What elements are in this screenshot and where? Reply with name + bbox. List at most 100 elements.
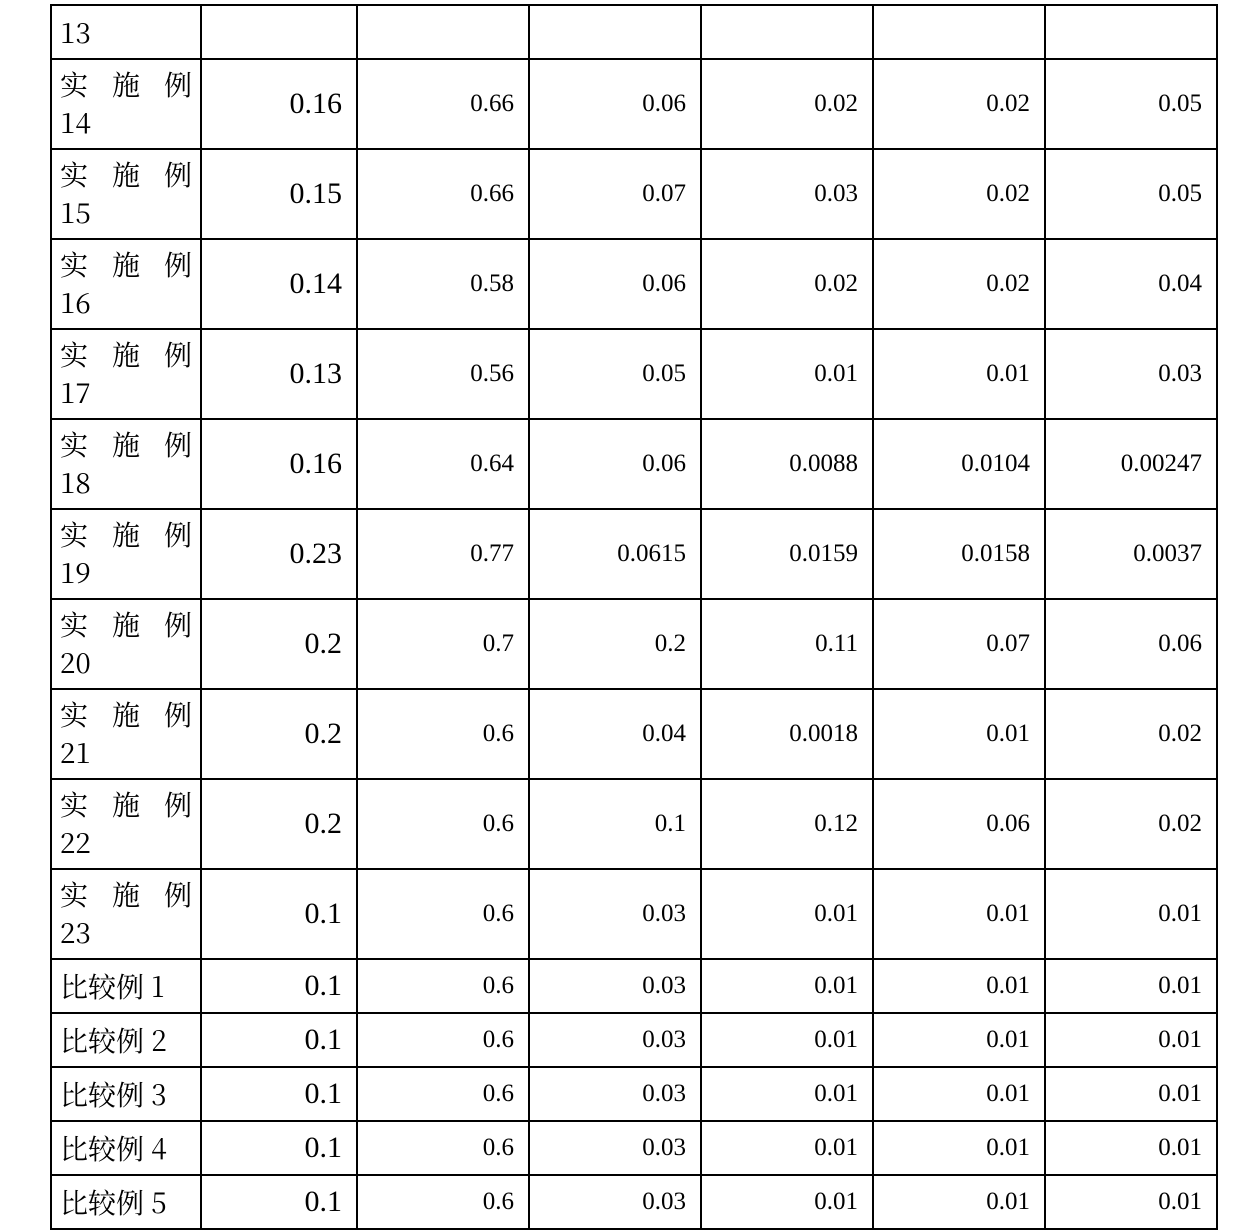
cell-value: 0.03 <box>529 959 701 1013</box>
cell-value: 0.01 <box>1045 1013 1217 1067</box>
table-row: 比较例 30.10.60.030.010.010.01 <box>51 1067 1217 1121</box>
cell-value: 0.6 <box>357 779 529 869</box>
cell-value: 0.01 <box>1045 1175 1217 1229</box>
table-row: 比较例 50.10.60.030.010.010.01 <box>51 1175 1217 1229</box>
table-row: 实 施 例140.160.660.060.020.020.05 <box>51 59 1217 149</box>
row-label: 实 施 例19 <box>51 509 201 599</box>
cell-value: 0.06 <box>529 419 701 509</box>
table-row: 13 <box>51 5 1217 59</box>
cell-value: 0.06 <box>873 779 1045 869</box>
cell-value: 0.12 <box>701 779 873 869</box>
cell-value: 0.02 <box>1045 689 1217 779</box>
cell-value: 0.2 <box>201 779 357 869</box>
row-label: 实 施 例14 <box>51 59 201 149</box>
cell-value: 0.6 <box>357 1067 529 1121</box>
cell-value: 0.77 <box>357 509 529 599</box>
cell-value: 0.01 <box>701 1121 873 1175</box>
cell-value: 0.1 <box>201 869 357 959</box>
cell-value: 0.0104 <box>873 419 1045 509</box>
cell-value <box>1045 5 1217 59</box>
cell-value: 0.7 <box>357 599 529 689</box>
row-label: 比较例 1 <box>51 959 201 1013</box>
cell-value: 0.01 <box>873 1067 1045 1121</box>
cell-value: 0.01 <box>873 329 1045 419</box>
cell-value: 0.01 <box>1045 1121 1217 1175</box>
cell-value: 0.66 <box>357 149 529 239</box>
row-label: 比较例 3 <box>51 1067 201 1121</box>
cell-value: 0.01 <box>873 1175 1045 1229</box>
cell-value: 0.02 <box>701 239 873 329</box>
row-label: 比较例 5 <box>51 1175 201 1229</box>
cell-value: 0.01 <box>1045 1067 1217 1121</box>
cell-value: 0.0018 <box>701 689 873 779</box>
row-label: 实 施 例17 <box>51 329 201 419</box>
cell-value: 0.0159 <box>701 509 873 599</box>
cell-value: 0.02 <box>873 239 1045 329</box>
row-label: 比较例 2 <box>51 1013 201 1067</box>
cell-value: 0.16 <box>201 59 357 149</box>
cell-value: 0.0037 <box>1045 509 1217 599</box>
cell-value: 0.01 <box>873 1013 1045 1067</box>
cell-value: 0.03 <box>529 1067 701 1121</box>
cell-value: 0.58 <box>357 239 529 329</box>
cell-value: 0.01 <box>701 1175 873 1229</box>
row-label: 实 施 例23 <box>51 869 201 959</box>
cell-value: 0.01 <box>1045 959 1217 1013</box>
cell-value: 0.64 <box>357 419 529 509</box>
cell-value: 0.1 <box>201 1121 357 1175</box>
cell-value: 0.06 <box>529 59 701 149</box>
cell-value: 0.05 <box>1045 59 1217 149</box>
cell-value: 0.01 <box>701 1067 873 1121</box>
table-row: 实 施 例180.160.640.060.00880.01040.00247 <box>51 419 1217 509</box>
cell-value: 0.03 <box>529 1121 701 1175</box>
cell-value: 0.1 <box>201 1175 357 1229</box>
cell-value: 0.6 <box>357 1013 529 1067</box>
cell-value: 0.01 <box>1045 869 1217 959</box>
cell-value: 0.02 <box>701 59 873 149</box>
row-label: 实 施 例18 <box>51 419 201 509</box>
table-row: 比较例 20.10.60.030.010.010.01 <box>51 1013 1217 1067</box>
cell-value: 0.01 <box>701 959 873 1013</box>
cell-value: 0.07 <box>529 149 701 239</box>
row-label: 13 <box>51 5 201 59</box>
row-label: 实 施 例20 <box>51 599 201 689</box>
cell-value: 0.6 <box>357 869 529 959</box>
cell-value: 0.1 <box>201 959 357 1013</box>
table-row: 实 施 例210.20.60.040.00180.010.02 <box>51 689 1217 779</box>
cell-value: 0.01 <box>873 689 1045 779</box>
table-row: 实 施 例190.230.770.06150.01590.01580.0037 <box>51 509 1217 599</box>
table-row: 实 施 例160.140.580.060.020.020.04 <box>51 239 1217 329</box>
table-row: 实 施 例150.150.660.070.030.020.05 <box>51 149 1217 239</box>
cell-value: 0.16 <box>201 419 357 509</box>
cell-value: 0.23 <box>201 509 357 599</box>
cell-value: 0.1 <box>529 779 701 869</box>
cell-value: 0.03 <box>529 1013 701 1067</box>
row-label: 实 施 例22 <box>51 779 201 869</box>
cell-value: 0.02 <box>873 59 1045 149</box>
cell-value <box>701 5 873 59</box>
cell-value: 0.6 <box>357 1175 529 1229</box>
cell-value: 0.01 <box>873 959 1045 1013</box>
table-row: 实 施 例170.130.560.050.010.010.03 <box>51 329 1217 419</box>
cell-value: 0.02 <box>873 149 1045 239</box>
cell-value: 0.15 <box>201 149 357 239</box>
cell-value: 0.04 <box>1045 239 1217 329</box>
cell-value: 0.01 <box>701 869 873 959</box>
cell-value <box>873 5 1045 59</box>
row-label: 实 施 例21 <box>51 689 201 779</box>
cell-value: 0.0158 <box>873 509 1045 599</box>
cell-value: 0.06 <box>1045 599 1217 689</box>
cell-value: 0.1 <box>201 1067 357 1121</box>
cell-value: 0.66 <box>357 59 529 149</box>
cell-value: 0.2 <box>201 689 357 779</box>
cell-value: 0.01 <box>873 1121 1045 1175</box>
cell-value <box>201 5 357 59</box>
cell-value: 0.07 <box>873 599 1045 689</box>
cell-value: 0.6 <box>357 1121 529 1175</box>
cell-value: 0.03 <box>1045 329 1217 419</box>
cell-value: 0.03 <box>529 869 701 959</box>
cell-value <box>529 5 701 59</box>
cell-value: 0.02 <box>1045 779 1217 869</box>
table-row: 实 施 例200.20.70.20.110.070.06 <box>51 599 1217 689</box>
cell-value: 0.6 <box>357 689 529 779</box>
